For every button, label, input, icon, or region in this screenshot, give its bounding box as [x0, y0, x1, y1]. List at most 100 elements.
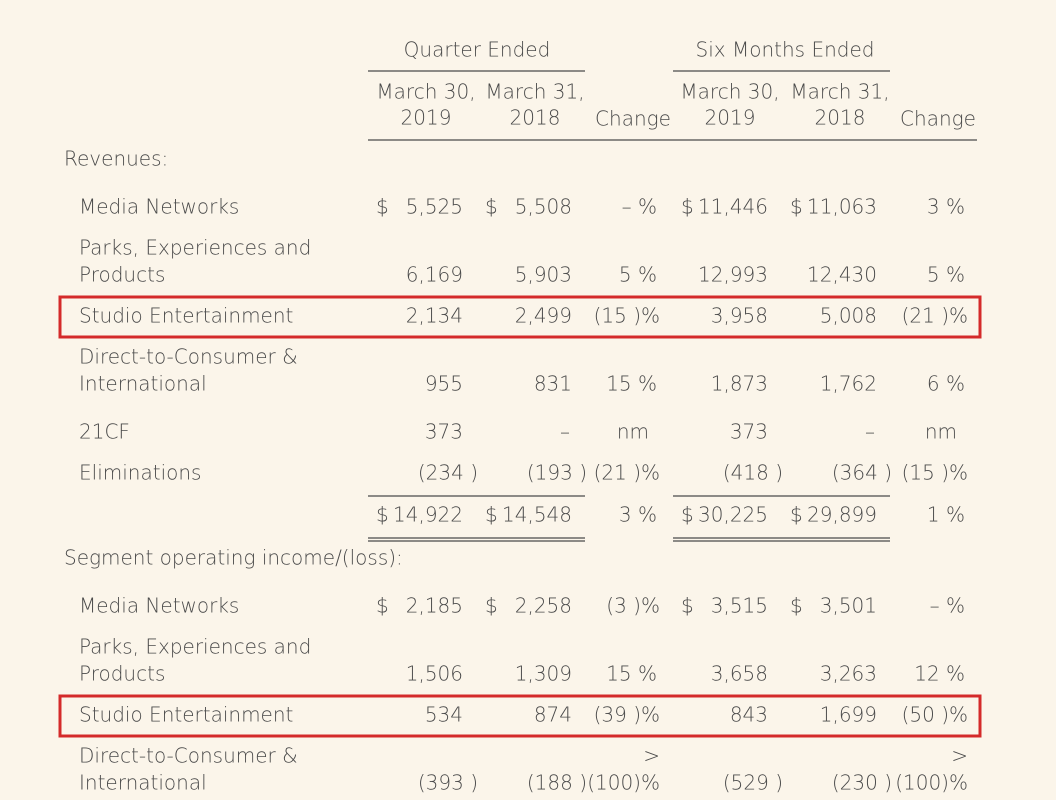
change-value: >: [643, 744, 660, 768]
cell-value: (393 ): [418, 771, 478, 795]
column-header: 2018: [815, 106, 866, 130]
cell-value: 2,185: [406, 594, 463, 618]
cell-value: 843: [730, 703, 768, 727]
column-group: Six Months Ended: [696, 38, 875, 62]
change-value: (15 )%: [594, 304, 660, 328]
cell-value: 373: [730, 420, 768, 444]
cell-value: (529 ): [723, 771, 783, 795]
column-header: 2019: [401, 106, 452, 130]
cell-value: 5,525: [406, 195, 463, 219]
change-value: 5 %: [619, 263, 657, 287]
row-label: Products: [79, 263, 165, 287]
cell-value: 3,515: [711, 594, 768, 618]
row-label: Direct-to-Consumer &: [79, 345, 298, 369]
column-header: 2018: [510, 106, 561, 130]
change-value: – %: [930, 594, 965, 618]
cell-value: 3,263: [820, 662, 877, 686]
change-value: nm: [617, 420, 649, 444]
cell-value: 2,134: [406, 304, 463, 328]
cell-value: (234 ): [418, 461, 478, 485]
change-value: (21 )%: [902, 304, 968, 328]
cell-value: 14,548: [502, 503, 572, 527]
column-group: Quarter Ended: [404, 38, 551, 62]
section-title: Revenues:: [64, 147, 168, 171]
change-value: – %: [622, 195, 657, 219]
change-value: 3 %: [927, 195, 965, 219]
row-label: Direct-to-Consumer &: [79, 744, 298, 768]
cell-value: 29,899: [807, 503, 877, 527]
row-label: Media Networks: [79, 594, 239, 618]
cell-value: 2,499: [515, 304, 572, 328]
change-value: (100)%: [895, 771, 968, 795]
row-label: 21CF: [79, 420, 130, 444]
cell-value: (418 ): [723, 461, 783, 485]
change-value: (50 )%: [902, 703, 968, 727]
row-label: Studio Entertainment: [79, 304, 293, 328]
change-value: 1 %: [927, 503, 965, 527]
column-header: March 31,: [790, 80, 889, 104]
change-value: (15 )%: [902, 461, 968, 485]
row-label: Products: [79, 662, 165, 686]
cell-value: 3,958: [711, 304, 768, 328]
row-label: International: [79, 771, 207, 795]
currency-symbol: $: [376, 195, 389, 219]
currency-symbol: $: [376, 594, 389, 618]
column-header: March 30,: [376, 80, 475, 104]
cell-value: 5,008: [820, 304, 877, 328]
column-header: March 31,: [485, 80, 584, 104]
change-value: nm: [925, 420, 957, 444]
currency-symbol: $: [485, 594, 498, 618]
change-value: 3 %: [619, 503, 657, 527]
cell-value: 14,922: [393, 503, 463, 527]
cell-value: –: [865, 420, 875, 444]
currency-symbol: $: [485, 503, 498, 527]
currency-symbol: $: [790, 594, 803, 618]
column-header: Change: [900, 107, 976, 131]
cell-value: 2,258: [515, 594, 572, 618]
currency-symbol: $: [790, 503, 803, 527]
cell-value: 1,873: [711, 372, 768, 396]
cell-value: 1,762: [820, 372, 877, 396]
currency-symbol: $: [681, 503, 694, 527]
change-value: (100)%: [587, 771, 660, 795]
cell-value: –: [560, 420, 570, 444]
cell-value: 6,169: [406, 263, 463, 287]
cell-value: 12,430: [807, 263, 877, 287]
row-label: Parks, Experiences and: [79, 635, 311, 659]
highlight-box: [58, 295, 982, 339]
currency-symbol: $: [485, 195, 498, 219]
cell-value: 1,506: [406, 662, 463, 686]
change-value: 15 %: [606, 662, 657, 686]
cell-value: 11,446: [698, 195, 768, 219]
cell-value: (193 ): [527, 461, 587, 485]
cell-value: (188 ): [527, 771, 587, 795]
cell-value: 5,508: [515, 195, 572, 219]
change-value: (3 )%: [606, 594, 660, 618]
change-value: 12 %: [914, 662, 965, 686]
change-value: >: [951, 744, 968, 768]
column-header: March 30,: [680, 80, 779, 104]
cell-value: 874: [534, 703, 572, 727]
row-label: Media Networks: [79, 195, 239, 219]
currency-symbol: $: [681, 195, 694, 219]
row-label: International: [79, 372, 207, 396]
row-label: Studio Entertainment: [79, 703, 293, 727]
change-value: 6 %: [927, 372, 965, 396]
cell-value: 831: [534, 372, 572, 396]
cell-value: (364 ): [832, 461, 892, 485]
highlight-box: [58, 694, 982, 738]
change-value: 5 %: [927, 263, 965, 287]
row-label: Parks, Experiences and: [79, 236, 311, 260]
row-label: Eliminations: [79, 461, 201, 485]
cell-value: 5,903: [515, 263, 572, 287]
cell-value: 30,225: [698, 503, 768, 527]
cell-value: 3,658: [711, 662, 768, 686]
cell-value: 534: [425, 703, 463, 727]
cell-value: 12,993: [698, 263, 768, 287]
change-value: (39 )%: [594, 703, 660, 727]
currency-symbol: $: [681, 594, 694, 618]
change-value: (21 )%: [594, 461, 660, 485]
